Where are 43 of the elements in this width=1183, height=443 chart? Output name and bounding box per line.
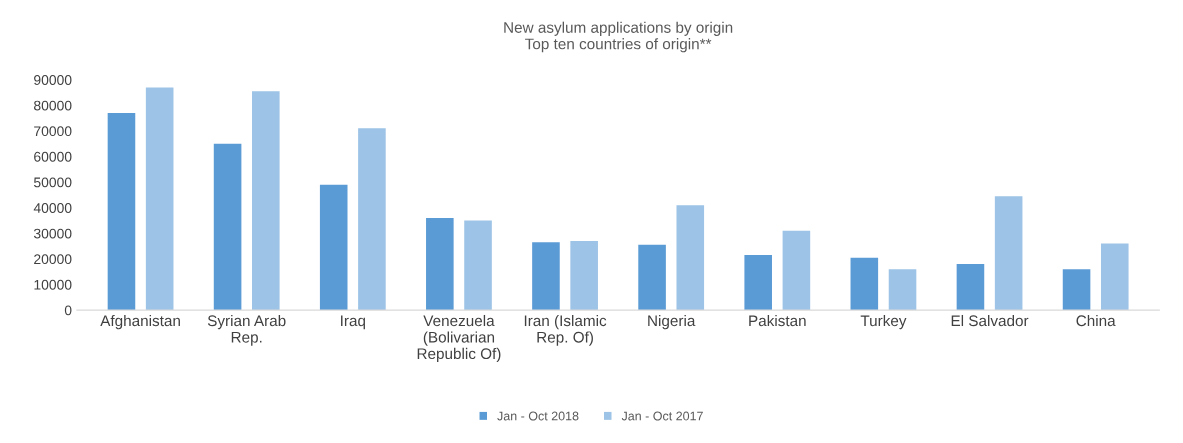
y-tick-label: 90000 (34, 75, 72, 85)
x-tick-label: Turkey (860, 314, 907, 330)
bar (145, 87, 174, 311)
bar (782, 230, 811, 311)
bar (994, 196, 1023, 311)
y-tick-label: 70000 (34, 126, 72, 137)
y-tick-label: 50000 (33, 177, 72, 188)
legend-label: Jan - Oct 2017 (621, 411, 703, 421)
bar (319, 184, 348, 311)
x-tick-label: Syrian Arab Rep. (207, 314, 286, 346)
x-tick-label: Venezuela (Bolivarian Republic Of) (417, 314, 501, 363)
y-tick-label: 60000 (34, 151, 72, 162)
bar (570, 240, 598, 311)
y-tick-label: 10000 (34, 279, 72, 290)
bar (532, 242, 560, 311)
x-tick-label: Afghanistan (100, 314, 180, 330)
bar (426, 217, 454, 311)
x-tick-label: El Salvador (951, 314, 1029, 327)
bar (850, 257, 879, 311)
bar (744, 255, 772, 311)
y-tick-label: 40000 (33, 203, 72, 213)
bar (956, 264, 985, 311)
y-tick-label: 20000 (34, 254, 72, 265)
x-tick-label: Iraq (341, 315, 365, 330)
x-tick-label: China (1076, 314, 1116, 327)
bar (1062, 269, 1091, 311)
bar (107, 113, 136, 311)
bar (676, 205, 705, 311)
bar (213, 143, 242, 311)
bar (1100, 243, 1129, 311)
x-tick-label: Nigeria (648, 314, 696, 330)
chart-title: New asylum applications by origin Top ten countries of origin** (504, 21, 733, 53)
bar (464, 220, 492, 311)
bar (638, 244, 666, 311)
legend-label: Jan - Oct 2018 (497, 411, 579, 421)
x-tick-label: Iran (Islamic Rep. Of) (524, 314, 607, 346)
bar (888, 269, 917, 311)
y-tick-label: 30000 (33, 228, 72, 239)
x-tick-label: Pakistan (749, 314, 806, 327)
bar (358, 128, 386, 311)
y-tick-label: 0 (64, 305, 72, 316)
y-tick-label: 80000 (34, 100, 72, 111)
bar (252, 91, 280, 311)
